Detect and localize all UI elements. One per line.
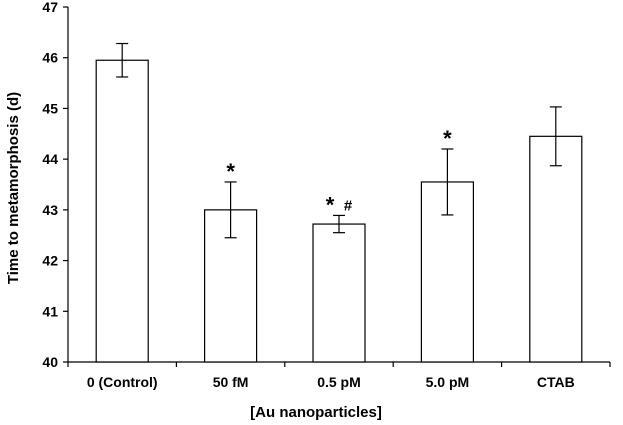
- y-tick-label: 43: [42, 202, 58, 218]
- x-tick-label: 5.0 pM: [426, 374, 470, 390]
- x-tick-label: 0.5 pM: [317, 374, 361, 390]
- bar: [529, 135, 583, 363]
- y-axis-title: Time to metamorphosis (d): [5, 92, 22, 284]
- y-tick-label: 41: [42, 303, 58, 319]
- y-tick-label: 44: [42, 151, 58, 167]
- bar: [95, 59, 149, 363]
- x-axis-title: [Au nanoparticles]: [250, 404, 382, 421]
- y-tick-label: 42: [42, 253, 58, 269]
- axes: [63, 6, 611, 367]
- error-bars: [116, 42, 562, 239]
- y-tick-label: 40: [42, 354, 58, 370]
- y-tick-label: 46: [42, 50, 58, 66]
- significance-star: *: [443, 126, 452, 151]
- x-tick-label: CTAB: [537, 374, 575, 390]
- bar: [204, 209, 258, 363]
- tick-labels: 40 41 42 43 44 45 46 47 0 (Control) 50 fM 0.5 pM 5.…: [42, 0, 574, 390]
- bars: [95, 59, 583, 363]
- significance-annotations: * * # *: [226, 126, 452, 217]
- y-tick-label: 47: [42, 0, 58, 15]
- y-tick-label: 45: [42, 100, 58, 116]
- significance-hash: #: [344, 197, 353, 214]
- x-tick-label: 50 fM: [213, 374, 249, 390]
- x-tick-label: 0 (Control): [87, 374, 158, 390]
- significance-star: *: [326, 192, 335, 217]
- bar: [312, 223, 366, 363]
- significance-star: *: [226, 159, 235, 184]
